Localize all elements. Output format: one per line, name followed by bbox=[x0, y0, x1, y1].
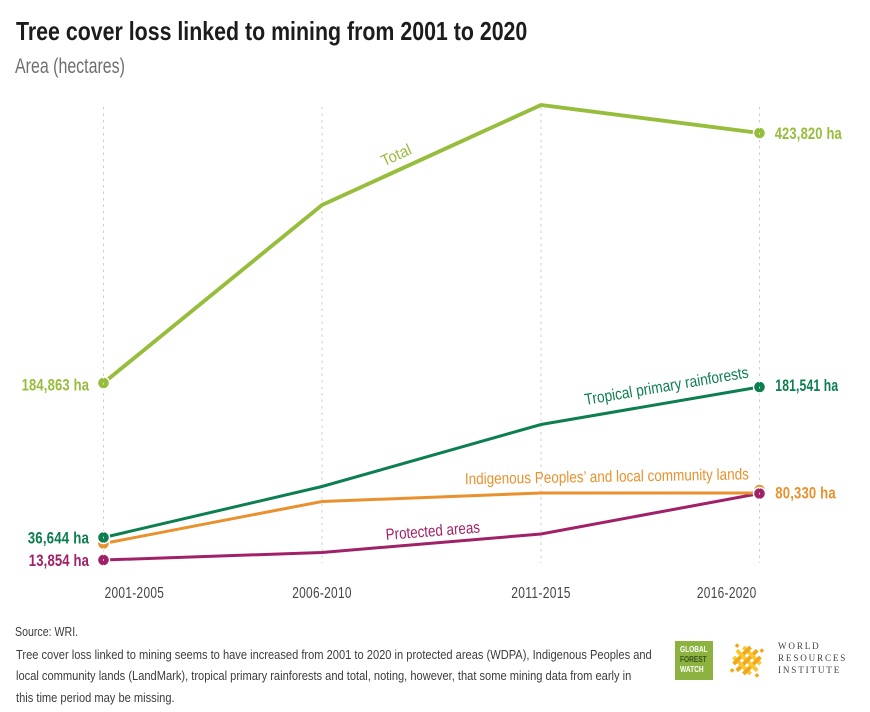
svg-text:184,863 ha: 184,863 ha bbox=[22, 376, 90, 394]
svg-text:181,541 ha: 181,541 ha bbox=[775, 377, 838, 395]
svg-text:13,854 ha: 13,854 ha bbox=[29, 552, 90, 570]
svg-text:2001-2005: 2001-2005 bbox=[105, 585, 165, 602]
svg-text:Indigenous Peoples’ and local: Indigenous Peoples’ and local community … bbox=[465, 466, 749, 488]
svg-text:2016-2020: 2016-2020 bbox=[697, 585, 757, 602]
svg-text:36,644 ha: 36,644 ha bbox=[28, 529, 90, 547]
svg-text:80,330 ha: 80,330 ha bbox=[775, 485, 836, 503]
svg-text:2006-2010: 2006-2010 bbox=[292, 585, 352, 602]
svg-text:2011-2015: 2011-2015 bbox=[511, 585, 571, 602]
svg-text:423,820 ha: 423,820 ha bbox=[775, 125, 843, 143]
